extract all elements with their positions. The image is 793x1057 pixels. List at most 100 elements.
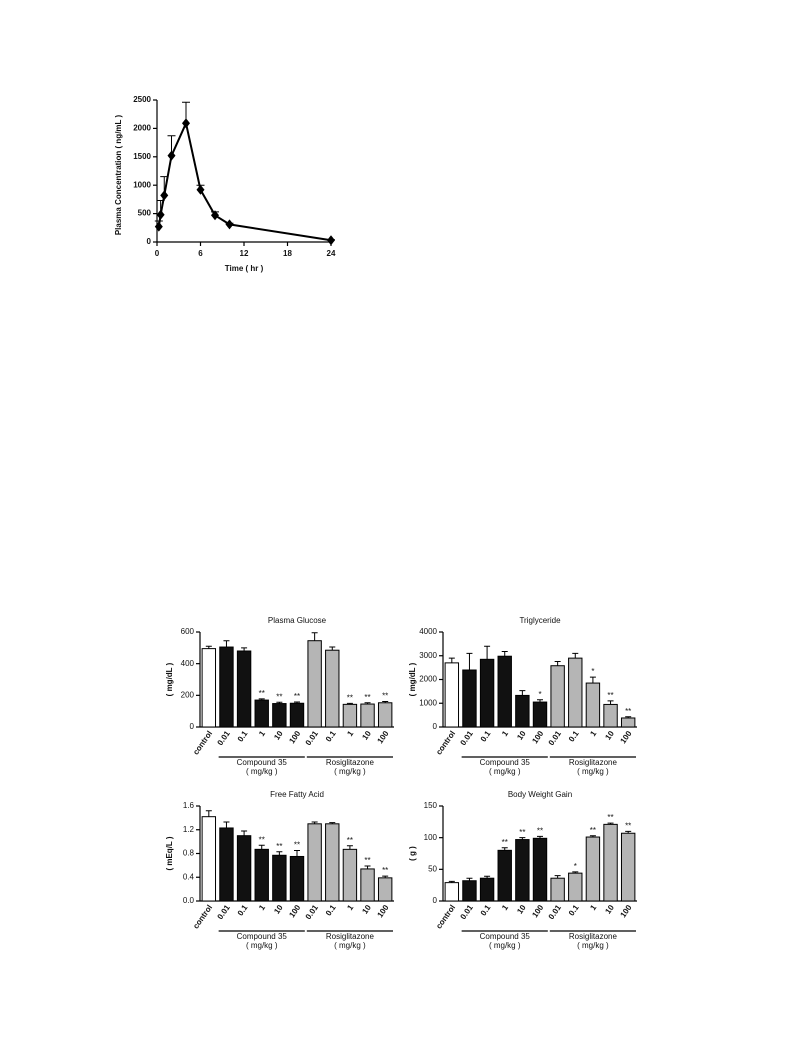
bar bbox=[532, 701, 548, 728]
y-tick-label: 0.4 bbox=[183, 872, 195, 881]
error-bar bbox=[466, 652, 473, 670]
x-tick-label: 1 bbox=[588, 903, 598, 912]
error-bar bbox=[448, 657, 455, 663]
y-tick-label: 100 bbox=[424, 833, 438, 842]
bar bbox=[360, 703, 375, 728]
x-tick-label: 0.01 bbox=[304, 903, 321, 921]
x-tick-label: 0.1 bbox=[479, 729, 493, 744]
y-axis-label: ( mEq/L ) bbox=[165, 836, 174, 870]
marker bbox=[225, 219, 234, 230]
significance: ** bbox=[276, 692, 282, 701]
group-label: Compound 35 bbox=[237, 758, 288, 767]
x-tick-label: 100 bbox=[619, 729, 634, 746]
significance: ** bbox=[537, 827, 543, 836]
bar bbox=[289, 855, 305, 902]
bar bbox=[462, 880, 477, 902]
x-tick-label: 1 bbox=[500, 729, 510, 738]
y-tick-label: 1000 bbox=[419, 698, 437, 707]
y-tick-label: 0.0 bbox=[183, 896, 195, 905]
bar bbox=[272, 703, 287, 728]
group-unit: ( mg/kg ) bbox=[334, 941, 366, 950]
x-tick-label: 6 bbox=[198, 249, 203, 258]
error-bar bbox=[311, 632, 318, 641]
x-tick-label: control bbox=[434, 729, 457, 756]
error-bar bbox=[223, 640, 230, 648]
x-tick-label: 10 bbox=[603, 729, 616, 742]
bar bbox=[254, 699, 269, 728]
group-unit: ( mg/kg ) bbox=[246, 767, 278, 776]
x-axis-label: Time ( hr ) bbox=[225, 264, 264, 273]
x-tick-label: 10 bbox=[272, 903, 285, 916]
bar bbox=[603, 823, 618, 902]
y-tick-label: 0 bbox=[433, 896, 438, 905]
y-axis-label: ( g ) bbox=[408, 846, 417, 861]
bar bbox=[550, 877, 565, 902]
x-tick-label: 0.01 bbox=[459, 729, 476, 747]
chart-title: Triglyceride bbox=[519, 616, 561, 625]
bar bbox=[462, 669, 477, 728]
bar bbox=[497, 849, 512, 902]
y-tick-label: 1.2 bbox=[183, 825, 195, 834]
x-tick-label: 0.01 bbox=[304, 729, 321, 747]
group-unit: ( mg/kg ) bbox=[489, 767, 521, 776]
y-axis-label: Plasma Concentration ( ng/mL ) bbox=[114, 115, 123, 236]
bar bbox=[620, 717, 636, 728]
chart-title: Free Fatty Acid bbox=[270, 790, 324, 799]
x-tick-label: 0.01 bbox=[216, 729, 233, 747]
x-tick-label: 100 bbox=[530, 729, 545, 746]
x-tick-label: 0.1 bbox=[324, 903, 338, 918]
x-tick-label: control bbox=[191, 903, 214, 930]
error-bar bbox=[258, 844, 265, 850]
marker bbox=[182, 118, 190, 129]
group-label: Rosiglitazone bbox=[326, 758, 375, 767]
group-unit: ( mg/kg ) bbox=[334, 767, 366, 776]
y-tick-label: 0.8 bbox=[183, 849, 195, 858]
x-tick-label: 0.01 bbox=[547, 729, 564, 747]
bar bbox=[236, 835, 252, 902]
x-tick-label: 10 bbox=[360, 729, 373, 742]
bar bbox=[289, 702, 305, 728]
error-bar bbox=[346, 845, 353, 850]
y-tick-label: 0 bbox=[147, 237, 152, 246]
bar bbox=[515, 839, 530, 902]
bar bbox=[568, 657, 583, 728]
error-bar bbox=[484, 645, 491, 660]
error-bar bbox=[205, 810, 212, 817]
bar bbox=[307, 823, 322, 902]
x-tick-label: 100 bbox=[619, 903, 634, 920]
x-tick-label: 0.1 bbox=[324, 729, 338, 744]
x-tick-label: 18 bbox=[283, 249, 292, 258]
significance: ** bbox=[364, 693, 370, 702]
x-tick-label: 0.1 bbox=[236, 729, 250, 744]
x-tick-label: control bbox=[191, 729, 214, 756]
marker bbox=[160, 190, 169, 201]
error-bar bbox=[501, 650, 508, 657]
group-label: Rosiglitazone bbox=[326, 932, 375, 941]
x-tick-label: 0.1 bbox=[236, 903, 250, 918]
y-tick-label: 1.6 bbox=[183, 801, 195, 810]
significance: ** bbox=[382, 692, 388, 701]
bar bbox=[307, 640, 322, 728]
group-label: Rosiglitazone bbox=[569, 932, 618, 941]
group-label: Compound 35 bbox=[237, 932, 288, 941]
bar bbox=[550, 665, 565, 728]
y-tick-label: 2500 bbox=[133, 95, 151, 104]
marker bbox=[167, 150, 176, 161]
significance: ** bbox=[347, 836, 353, 845]
x-tick-label: 100 bbox=[530, 903, 545, 920]
error-bar bbox=[294, 850, 300, 857]
bar bbox=[201, 648, 217, 728]
significance: ** bbox=[259, 689, 265, 698]
bar bbox=[342, 848, 358, 902]
significance: ** bbox=[294, 841, 300, 850]
x-tick-label: 0.1 bbox=[567, 729, 581, 744]
x-tick-label: 1 bbox=[500, 903, 510, 912]
significance: ** bbox=[607, 691, 613, 700]
bar bbox=[585, 682, 601, 728]
x-tick-label: 0 bbox=[155, 249, 160, 258]
bar bbox=[325, 649, 340, 728]
x-tick-label: 0.01 bbox=[547, 903, 564, 921]
y-tick-label: 0 bbox=[190, 722, 195, 731]
significance: ** bbox=[519, 828, 525, 837]
significance: ** bbox=[382, 866, 388, 875]
